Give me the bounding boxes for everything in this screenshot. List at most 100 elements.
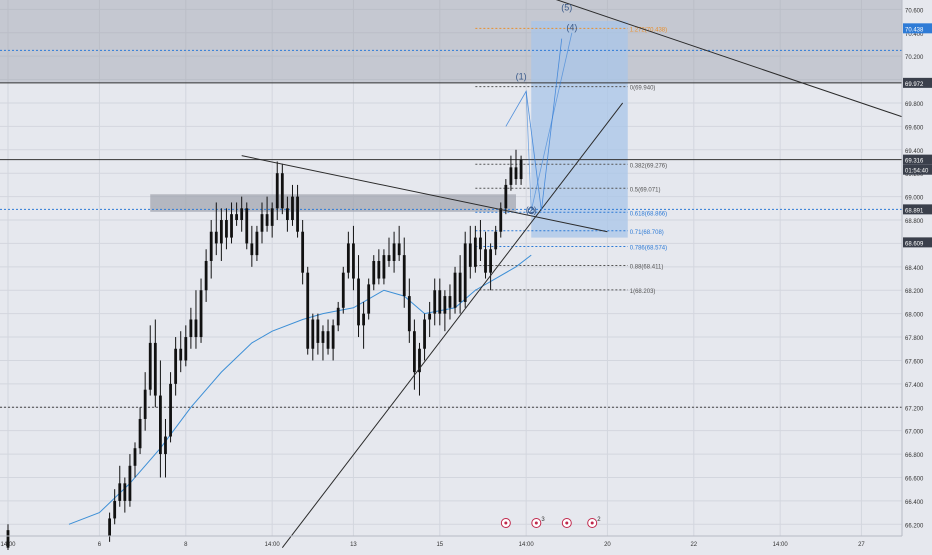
price-tick-label: 68.200 [905, 289, 924, 295]
fib-level-label: 0.786(68.574) [630, 245, 667, 251]
candle-body [316, 319, 320, 343]
fib-level-label: 0.88(68.411) [630, 265, 664, 271]
candle-body [494, 231, 498, 250]
price-tag-label: 69.316 [905, 159, 924, 165]
candle-body [407, 296, 411, 332]
candle-body [194, 319, 198, 338]
candle-body [341, 272, 345, 308]
fib-level-label: 0.382(69.276) [630, 163, 667, 169]
time-tick-label: 27 [858, 542, 865, 548]
wave-label: (2) [526, 205, 537, 215]
candle-body [286, 208, 289, 221]
candle-body [209, 231, 213, 261]
wave-path [505, 38, 563, 211]
candle-body [428, 313, 432, 320]
candle-body [306, 272, 310, 349]
candle-body [423, 319, 426, 349]
fib-level-label: 0(69.940) [630, 86, 656, 92]
price-tag [903, 77, 932, 88]
price-tick-label: 69.200 [905, 172, 924, 178]
time-tick-label: 14:00 [265, 542, 281, 548]
candle-body [499, 208, 503, 232]
candle-body [235, 214, 238, 221]
candle-body [387, 255, 391, 261]
time-tick-label: 14:00 [519, 542, 535, 548]
candle-body [280, 173, 284, 209]
candle-body [153, 342, 157, 396]
price-tick-label: 70.200 [905, 55, 924, 61]
candle-body [463, 243, 467, 302]
candle-body [265, 214, 269, 226]
wave-label: (1) [516, 72, 527, 82]
price-tick-label: 67.800 [905, 336, 924, 342]
price-axis-panel [902, 0, 932, 550]
event-marker-count: 3 [541, 517, 545, 523]
candle-body [509, 167, 513, 185]
time-tick-label: 6 [98, 542, 102, 548]
price-tick-label: 70.600 [905, 8, 924, 14]
candle-body [240, 208, 244, 221]
fib-level-label: 0.71(68.708) [630, 230, 664, 236]
price-tick-label: 66.400 [905, 500, 924, 506]
candle-body [189, 319, 193, 338]
event-marker-dot [534, 521, 538, 525]
candle-body [397, 243, 401, 256]
candle-body [138, 418, 142, 449]
candle-body [123, 483, 127, 501]
wave-path-alt [525, 32, 573, 211]
candle-body [204, 260, 208, 291]
time-tick-label: 14:00 [773, 542, 789, 548]
supply-zone [0, 0, 932, 84]
candle-body [291, 196, 294, 221]
price-tick-label: 66.200 [905, 523, 924, 529]
price-tag [903, 204, 932, 215]
price-tick-label: 68.400 [905, 266, 924, 272]
candle-body [214, 231, 218, 244]
candle-body [357, 278, 360, 326]
price-tag-label: 68.891 [905, 208, 924, 214]
time-tick-label: 15 [436, 542, 443, 548]
candle-body [179, 348, 183, 361]
price-tick-label: 69.000 [905, 196, 924, 202]
candle-body [245, 208, 249, 244]
price-tag-label: 70.438 [905, 27, 924, 33]
candle-body [230, 214, 233, 238]
candle-body [346, 243, 350, 273]
candle-body [321, 331, 325, 343]
candle-body [6, 530, 10, 548]
time-tick-label: 8 [184, 542, 188, 548]
candle-body [270, 208, 274, 226]
candle-body [443, 296, 447, 314]
candle-body [433, 290, 437, 314]
price-tag-label: 69.972 [905, 82, 924, 88]
candle-body [372, 260, 376, 285]
candle-body [336, 307, 340, 326]
fib-level-label: 0.618(68.866) [630, 211, 667, 217]
candle-body [219, 220, 223, 244]
candle-body [301, 231, 305, 273]
trendline-ascending-support [281, 102, 624, 549]
candle-body [159, 395, 162, 455]
candle-body [458, 272, 462, 302]
candle-body [250, 243, 254, 256]
wave-label: (4) [566, 22, 577, 32]
price-tag-label: 01:54:40 [905, 169, 929, 175]
fib-level-label: 0.5(69.071) [630, 187, 661, 193]
candle-body [382, 255, 386, 279]
event-marker-count: 2 [597, 517, 601, 523]
candle-body [133, 448, 137, 466]
price-tag [903, 154, 932, 165]
candle-body [275, 173, 279, 209]
candle-body [108, 518, 111, 536]
price-tag [903, 23, 932, 34]
event-marker-dot [590, 521, 594, 525]
trendline-upper-descending [555, 0, 932, 128]
candle-body [169, 383, 172, 437]
price-tick-label: 69.400 [905, 149, 924, 155]
event-marker-dot [504, 521, 508, 525]
candle-body [489, 249, 492, 273]
candle-body [174, 348, 178, 384]
price-tick-label: 66.600 [905, 476, 924, 482]
